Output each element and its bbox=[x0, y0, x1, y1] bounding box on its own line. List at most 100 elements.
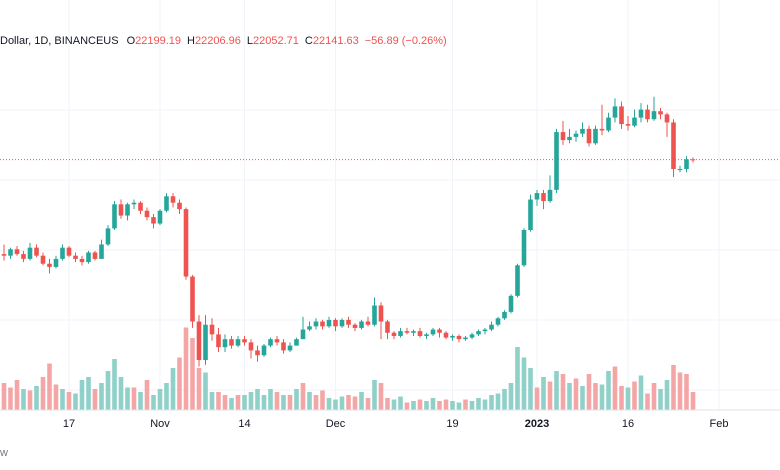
candle-body bbox=[580, 128, 585, 134]
volume-bar bbox=[671, 365, 676, 410]
candle-body bbox=[508, 295, 514, 312]
open-value: 22199.19 bbox=[135, 35, 182, 47]
candle-body bbox=[281, 342, 286, 351]
candle-body bbox=[79, 258, 85, 263]
candle-body bbox=[417, 331, 423, 336]
volume-bar bbox=[287, 395, 293, 410]
volume-bar bbox=[606, 371, 611, 410]
open-label: O bbox=[126, 35, 136, 47]
volume-bar bbox=[625, 387, 631, 410]
candle-body bbox=[203, 324, 208, 361]
volume-bar bbox=[79, 380, 85, 410]
volume-bar bbox=[567, 383, 572, 410]
volume-bar bbox=[684, 374, 689, 410]
candle-body bbox=[515, 265, 520, 296]
volume-bar bbox=[118, 377, 124, 410]
volume-bar bbox=[183, 327, 189, 410]
candle-body bbox=[157, 210, 163, 224]
volume-bar bbox=[573, 378, 579, 410]
candle-body bbox=[365, 321, 371, 325]
candle-body bbox=[632, 117, 637, 126]
volume-bar bbox=[34, 386, 39, 410]
volume-bar bbox=[534, 387, 540, 410]
candle-body bbox=[196, 321, 202, 361]
volume-bar bbox=[27, 390, 33, 410]
volume-bar bbox=[190, 338, 195, 410]
low-label: L bbox=[246, 35, 254, 47]
volume-bar bbox=[313, 395, 319, 410]
candle-body bbox=[14, 249, 20, 255]
high-value: 22206.96 bbox=[195, 35, 241, 47]
candle-body bbox=[346, 319, 351, 325]
x-tick-label: 14 bbox=[238, 418, 251, 430]
candle-body bbox=[242, 339, 247, 343]
candle-body bbox=[60, 247, 65, 259]
candle-body bbox=[86, 252, 91, 263]
x-tick-label: 17 bbox=[62, 418, 76, 430]
volume-bar bbox=[53, 384, 59, 410]
volume-bar bbox=[229, 398, 234, 410]
volume-bar bbox=[645, 393, 650, 410]
candle-body bbox=[92, 252, 98, 259]
candle-body bbox=[638, 109, 644, 118]
volume-bar bbox=[430, 398, 436, 410]
volume-bar bbox=[385, 398, 390, 410]
volume-bar bbox=[677, 372, 683, 410]
volume-bar bbox=[352, 396, 358, 410]
candle-body bbox=[391, 332, 397, 336]
candle-body bbox=[573, 133, 579, 137]
volume-bar bbox=[86, 377, 91, 410]
volume-bar bbox=[372, 380, 377, 410]
volume-bar bbox=[60, 389, 65, 410]
candle-body bbox=[151, 217, 156, 224]
candle-body bbox=[599, 128, 605, 131]
candle-body bbox=[398, 331, 403, 336]
candle-body bbox=[534, 193, 540, 200]
candle-body bbox=[463, 337, 468, 340]
volume-bar bbox=[177, 357, 182, 410]
candle-body bbox=[177, 202, 182, 210]
x-tick-label: 16 bbox=[621, 418, 635, 430]
candle-body bbox=[34, 247, 39, 256]
symbol-label: Dollar, 1D, BINANCEUS bbox=[0, 35, 119, 47]
candle-body bbox=[521, 230, 527, 266]
volume-bar bbox=[339, 396, 345, 410]
candle-body bbox=[404, 331, 410, 333]
candle-body bbox=[1, 254, 7, 256]
volume-bar bbox=[346, 395, 351, 410]
candle-body bbox=[313, 321, 319, 327]
x-tick-label: 19 bbox=[446, 418, 459, 430]
volume-bar bbox=[248, 392, 254, 410]
candle-body bbox=[554, 132, 559, 190]
candle-body bbox=[216, 334, 221, 348]
volume-bar bbox=[651, 383, 657, 410]
volume-bar bbox=[40, 377, 46, 410]
volume-bar bbox=[196, 368, 202, 410]
candle-body bbox=[268, 339, 273, 346]
volume-bar bbox=[495, 393, 501, 410]
candle-body bbox=[430, 329, 436, 335]
candle-body bbox=[651, 111, 657, 120]
volume-bar bbox=[359, 392, 364, 410]
candle-body bbox=[105, 228, 111, 245]
volume-bar bbox=[365, 398, 371, 410]
volume-bar bbox=[547, 381, 553, 410]
candle-body bbox=[255, 350, 260, 356]
volume-bar bbox=[489, 395, 494, 410]
candle-body bbox=[53, 258, 59, 267]
candle-body bbox=[190, 276, 195, 322]
volume-bar bbox=[541, 377, 546, 410]
candle-body bbox=[567, 136, 572, 141]
candle-body bbox=[326, 319, 332, 327]
candle-body bbox=[378, 305, 384, 322]
volume-bar bbox=[203, 372, 208, 410]
volume-bar bbox=[281, 395, 286, 410]
volume-bar bbox=[463, 399, 468, 410]
candle-body bbox=[144, 210, 150, 218]
volume-bar bbox=[66, 392, 72, 410]
volume-bar bbox=[664, 380, 670, 410]
candle-body bbox=[658, 111, 663, 115]
volume-bar bbox=[255, 389, 260, 410]
volume-bar bbox=[268, 389, 273, 410]
